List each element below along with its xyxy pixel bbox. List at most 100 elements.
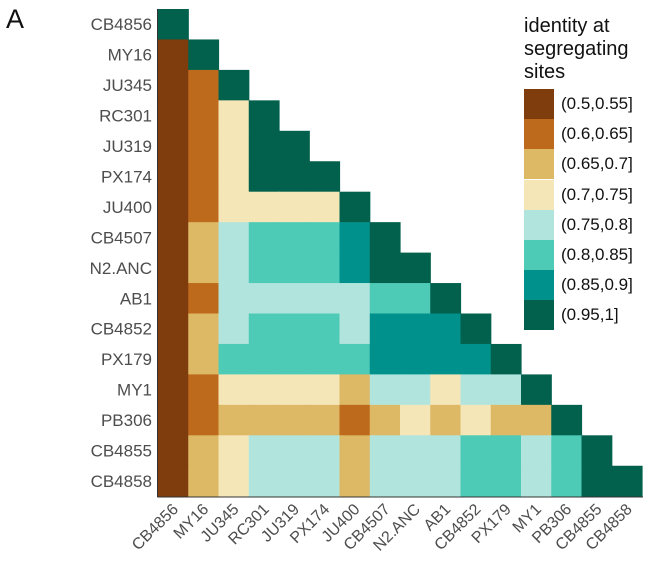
heatmap-cell [188,252,220,284]
heatmap-cell [218,313,250,345]
row-tick-label: MY1 [117,381,152,400]
heatmap-cell [339,222,371,254]
heatmap-cell [339,191,371,223]
heatmap-cell [248,404,280,436]
heatmap-cell [490,343,522,375]
heatmap-cell [248,343,280,375]
heatmap-cell [188,435,220,467]
heatmap-cell [158,9,189,41]
row-tick-label: CB4856 [91,15,152,34]
heatmap-cell [188,465,220,497]
row-tick-label: CB4858 [91,472,152,491]
heatmap-cell [188,374,220,406]
legend-item: (0.95,1] [524,300,619,331]
legend-label: (0.7,0.75] [561,184,633,204]
heatmap-axes [157,9,643,498]
heatmap-cell [400,283,431,315]
heatmap-cell [400,374,431,406]
heatmap-cell [188,161,220,193]
heatmap-cell [339,404,371,436]
heatmap-cell [158,39,189,71]
heatmap-cell [158,161,189,193]
heatmap-cell [279,161,310,193]
heatmap-cell [188,191,220,223]
heatmap-cell [309,465,341,497]
legend-swatch [524,270,554,301]
heatmap-cell [309,252,341,284]
heatmap-cell [430,283,462,315]
heatmap-cell [218,191,250,223]
heatmap-cell [400,313,431,345]
row-tick-label: PB306 [101,411,152,430]
heatmap-cell [460,465,492,497]
heatmap-cell [158,374,189,406]
heatmap-cell [218,252,250,284]
heatmap-cell [248,161,280,193]
heatmap-cell [400,252,431,284]
heatmap-cell [521,465,552,497]
heatmap-cell [158,252,189,284]
row-tick-label: PX179 [101,350,152,369]
heatmap-cell [430,435,462,467]
row-labels: CB4856 MY16 JU345 RC301 JU319 PX174 JU400 CB450… [90,15,152,491]
heatmap-cell [400,465,431,497]
heatmap-cell [248,465,280,497]
heatmap-cell [248,222,280,254]
heatmap-cell [309,343,341,375]
heatmap-cell [188,100,220,132]
heatmap-cells [158,9,643,497]
heatmap-cell [218,404,250,436]
row-tick-label: N2.ANC [90,259,152,278]
heatmap-cell [490,465,522,497]
heatmap-cell [279,252,310,284]
heatmap-cell [218,283,250,315]
legend-item: (0.7,0.75] [524,179,633,210]
heatmap-cell [158,283,189,315]
legend-item: (0.85,0.9] [524,270,633,301]
heatmap-cell [158,404,189,436]
legend-swatch [524,89,554,119]
heatmap-cell [279,283,310,315]
column-labels: CB4856MY16JU345RC301JU319PX174JU400CB450… [129,501,636,555]
heatmap-cell [158,100,189,132]
heatmap-cell [400,404,431,436]
heatmap-cell [369,283,401,315]
heatmap-cell [158,191,189,223]
heatmap-cell [188,39,220,71]
heatmap-cell [218,161,250,193]
heatmap-cell [551,404,583,436]
legend-item: (0.75,0.8] [524,209,633,240]
row-tick-label: CB4852 [91,320,152,339]
heatmap-cell [158,222,189,254]
heatmap-cell [369,404,401,436]
heatmap-cell [279,130,310,162]
heatmap-cell [279,435,310,467]
heatmap-cell [551,465,583,497]
heatmap-cell [611,465,643,497]
legend-item: (0.6,0.65] [524,119,633,150]
row-tick-label: PX174 [101,167,152,186]
heatmap-cell [339,313,371,345]
heatmap-cell [309,404,341,436]
heatmap-cell [248,374,280,406]
legend-swatch [524,240,554,270]
heatmap-cell [218,69,250,101]
heatmap-cell [188,69,220,101]
heatmap-cell [339,374,371,406]
heatmap-cell [248,191,280,223]
heatmap-cell [521,374,552,406]
heatmap-cell [158,130,189,162]
heatmap-cell [279,191,310,223]
heatmap-cell [581,435,613,467]
heatmap-cell [369,435,401,467]
heatmap-cell [430,404,462,436]
heatmap-cell [400,343,431,375]
heatmap-cell [279,222,310,254]
legend-swatch [524,179,554,210]
heatmap-cell [460,374,492,406]
heatmap-cell [188,343,220,375]
heatmap-cell [309,435,341,467]
heatmap-cell [158,343,189,375]
heatmap-cell [309,374,341,406]
